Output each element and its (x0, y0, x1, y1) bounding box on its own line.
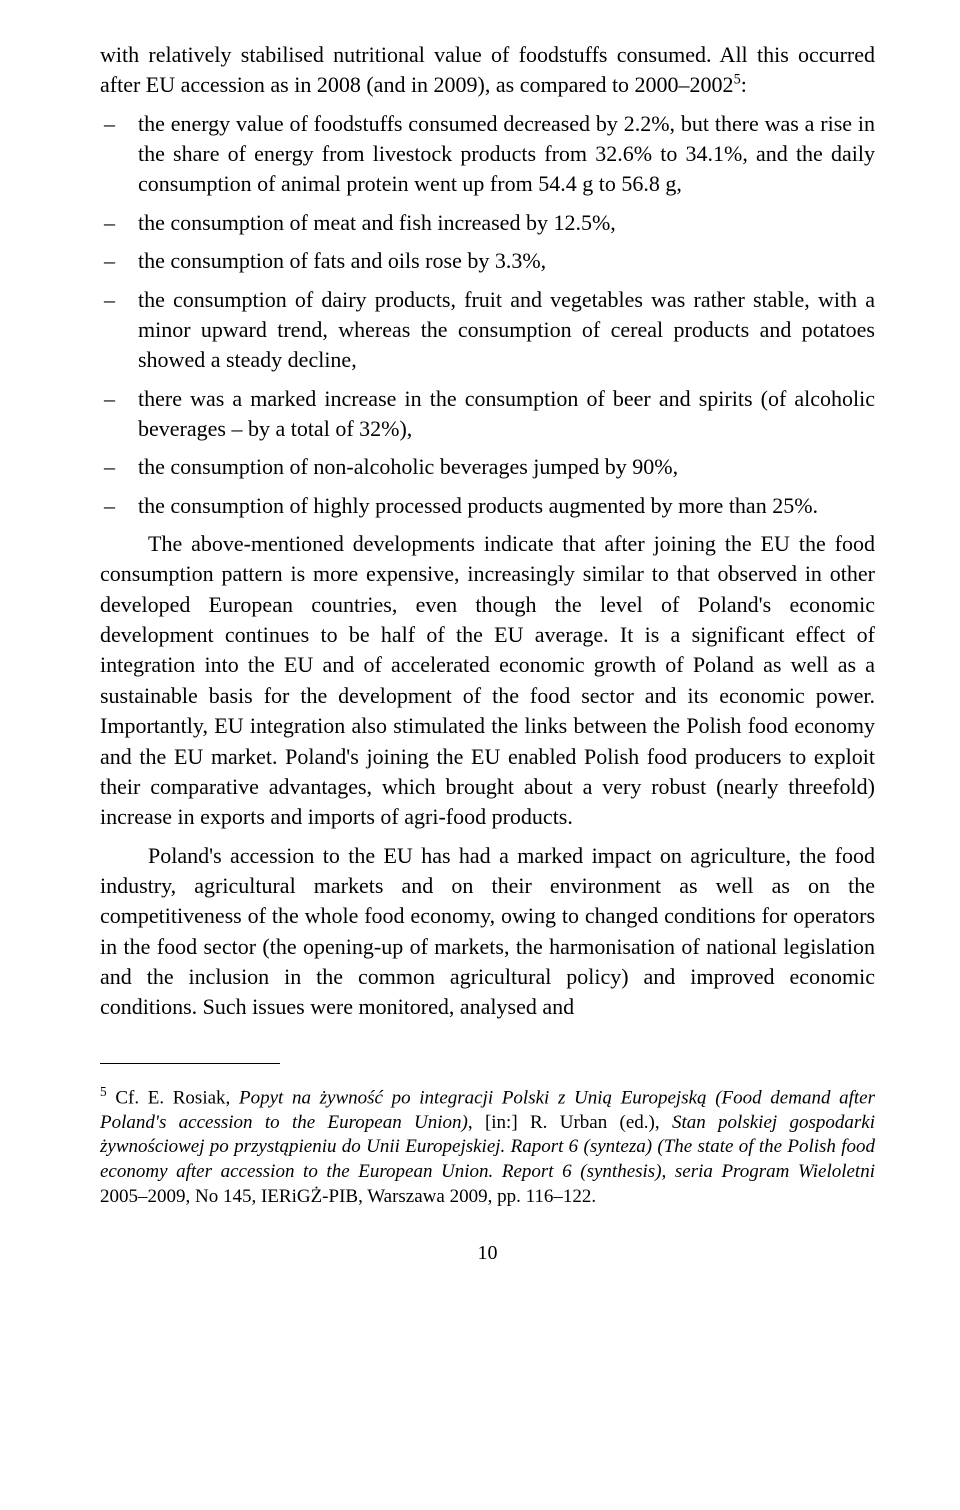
list-item: the energy value of foodstuffs consumed … (100, 109, 875, 200)
list-item: there was a marked increase in the consu… (100, 384, 875, 445)
list-item-text: the consumption of non-alcoholic beverag… (138, 454, 678, 479)
body-paragraph-2: Poland's accession to the EU has had a m… (100, 841, 875, 1023)
intro-text-1: with relatively stabilised nutritional v… (100, 42, 875, 97)
footnote-marker: 5 (100, 1084, 107, 1099)
list-item-text: the consumption of meat and fish increas… (138, 210, 616, 235)
body-paragraph-1: The above-mentioned developments indicat… (100, 529, 875, 833)
intro-text-2: : (741, 72, 747, 97)
list-item: the consumption of fats and oils rose by… (100, 246, 875, 276)
bullet-list: the energy value of foodstuffs consumed … (100, 109, 875, 521)
page-number: 10 (100, 1240, 875, 1268)
footnote-text: , [in:] R. Urban (ed.), (468, 1112, 672, 1133)
list-item-text: there was a marked increase in the consu… (138, 386, 875, 441)
intro-paragraph: with relatively stabilised nutritional v… (100, 40, 875, 101)
footnote-separator (100, 1063, 280, 1064)
footnote-5: 5 Cf. E. Rosiak, Popyt na żywność po int… (100, 1083, 875, 1210)
list-item-text: the energy value of foodstuffs consumed … (138, 111, 875, 197)
list-item: the consumption of non-alcoholic beverag… (100, 452, 875, 482)
footnote-ref-5: 5 (734, 72, 741, 88)
list-item-text: the consumption of highly processed prod… (138, 493, 818, 518)
list-item-text: the consumption of fats and oils rose by… (138, 248, 546, 273)
list-item-text: the consumption of dairy products, fruit… (138, 287, 875, 373)
footnote-text: 2005–2009, No 145, IERiGŻ-PIB, Warszawa … (100, 1186, 596, 1207)
document-page: with relatively stabilised nutritional v… (0, 0, 960, 1297)
list-item: the consumption of dairy products, fruit… (100, 285, 875, 376)
list-item: the consumption of highly processed prod… (100, 491, 875, 521)
footnote-text: Cf. E. Rosiak, (107, 1087, 239, 1108)
list-item: the consumption of meat and fish increas… (100, 208, 875, 238)
